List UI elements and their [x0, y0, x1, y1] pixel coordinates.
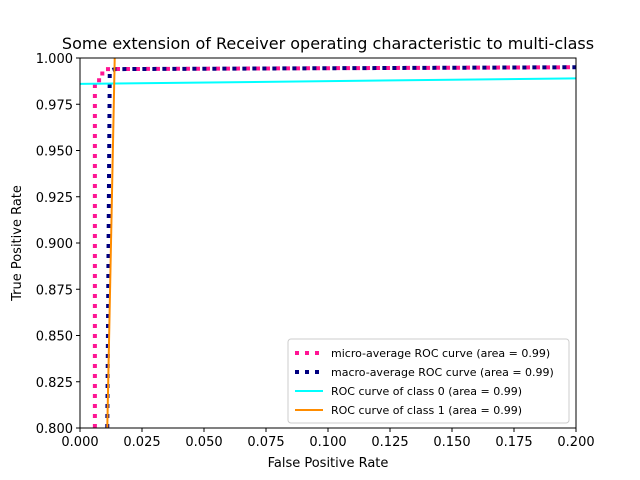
x-tick-label: 0.150	[433, 435, 470, 450]
y-tick-label: 0.900	[36, 237, 73, 252]
legend: micro-average ROC curve (area = 0.99) mac…	[287, 338, 570, 424]
y-tick-label: 0.975	[36, 98, 73, 113]
x-axis-label: False Positive Rate	[268, 456, 389, 471]
chart-title: Some extension of Receiver operating cha…	[62, 34, 594, 53]
y-tick-label: 0.950	[36, 145, 73, 160]
y-tick-label: 0.875	[36, 283, 73, 298]
x-tick-label: 0.125	[371, 435, 408, 450]
y-axis-label: True Positive Rate	[10, 185, 25, 302]
legend-label-2: ROC curve of class 0 (area = 0.99)	[331, 385, 522, 398]
y-tick-label: 0.850	[36, 330, 73, 345]
legend-label-0: micro-average ROC curve (area = 0.99)	[331, 347, 550, 360]
legend-box	[287, 338, 570, 424]
x-tick-label: 0.075	[247, 435, 284, 450]
series-line-1	[105, 65, 576, 428]
series-line-0	[92, 65, 576, 428]
x-tick-label: 0.175	[495, 435, 532, 450]
y-axis: 0.800 0.825 0.850 0.875 0.900 0.925 0.950 0.975…	[36, 52, 80, 437]
x-tick-label: 0.025	[123, 435, 160, 450]
x-tick-label: 0.000	[61, 435, 98, 450]
x-axis: 0.000 0.025 0.050 0.075 0.100 0.125 0.150 0.175…	[61, 428, 595, 450]
x-tick-label: 0.200	[557, 435, 594, 450]
plot-series	[80, 58, 576, 428]
y-tick-label: 0.825	[36, 376, 73, 391]
x-tick-label: 0.100	[309, 435, 346, 450]
y-tick-label: 0.800	[36, 422, 73, 437]
y-tick-label: 1.000	[36, 52, 73, 67]
legend-label-1: macro-average ROC curve (area = 0.99)	[331, 366, 554, 379]
legend-label-3: ROC curve of class 1 (area = 0.99)	[331, 404, 522, 417]
x-tick-label: 0.050	[185, 435, 222, 450]
y-tick-label: 0.925	[36, 191, 73, 206]
series-line-2	[80, 77, 576, 85]
series-line-3	[106, 58, 116, 428]
